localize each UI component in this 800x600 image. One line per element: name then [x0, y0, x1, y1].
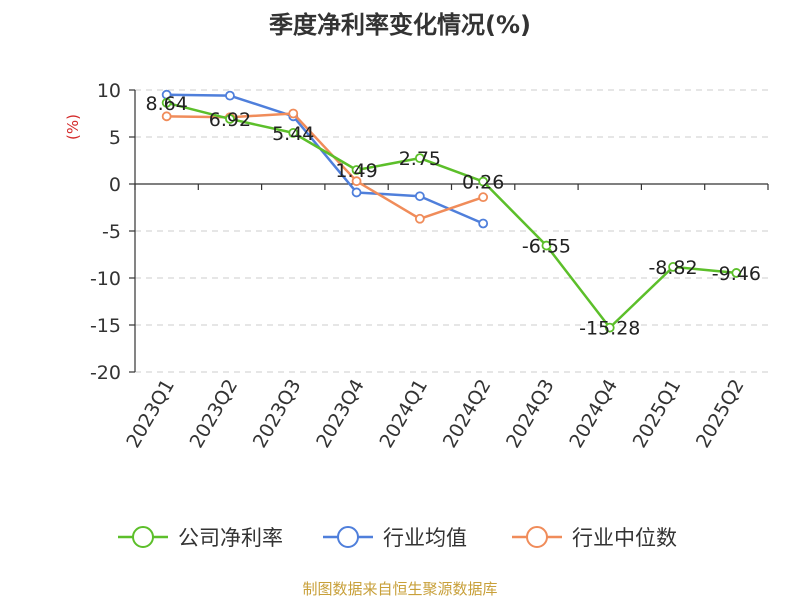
- data-label: 5.44: [272, 123, 314, 145]
- y-tick-label: 5: [109, 127, 121, 149]
- data-point: [731, 268, 742, 278]
- legend-marker: [132, 526, 154, 548]
- data-labels: 8.64 6.92 5.44 1.49 2.75 0.26 -6.55 -15.28 -8.82…: [145, 93, 760, 340]
- x-tick-label: 2025Q1: [629, 376, 686, 452]
- x-tick-label: 2024Q4: [565, 376, 622, 452]
- data-point: [225, 114, 235, 124]
- data-point: [288, 108, 299, 119]
- legend-marker: [526, 526, 548, 548]
- data-point: [225, 90, 235, 101]
- y-tick-label: 10: [97, 80, 121, 102]
- y-tick-label: -15: [90, 315, 121, 337]
- legend: 公司净利率 行业均值 行业中位数: [118, 526, 677, 550]
- data-point: [668, 262, 678, 272]
- y-axis-label: (%): [64, 114, 82, 140]
- data-label: -6.55: [522, 236, 571, 258]
- y-tick-label: -10: [90, 268, 121, 290]
- series-layer: [161, 89, 742, 333]
- y-tick-label: 0: [109, 174, 121, 196]
- x-tick-label: 2023Q2: [186, 376, 243, 452]
- legend-label: 行业中位数: [572, 526, 677, 550]
- data-label: 1.49: [335, 160, 377, 182]
- series-line: [166, 101, 737, 329]
- data-label: -9.46: [712, 263, 761, 285]
- data-point: [351, 176, 362, 187]
- data-point: [351, 187, 362, 198]
- data-label: -15.28: [579, 318, 640, 340]
- data-point: [351, 165, 362, 175]
- x-tick-label: 2024Q3: [502, 376, 559, 452]
- data-point: [541, 240, 552, 251]
- data-point: [161, 111, 172, 122]
- series-line: [166, 93, 484, 225]
- data-label: 6.92: [209, 109, 251, 131]
- data-point: [604, 322, 615, 333]
- x-tick-label: 2025Q2: [692, 376, 749, 452]
- data-point: [414, 153, 425, 164]
- x-tick-label: 2024Q1: [375, 376, 432, 452]
- data-point: [478, 176, 489, 187]
- x-tick-label: 2023Q3: [249, 376, 306, 452]
- chart-title: 季度净利率变化情况(%): [269, 11, 531, 39]
- x-tick-label: 2024Q2: [439, 376, 496, 452]
- data-point: [414, 213, 425, 224]
- y-tick-label: -20: [90, 362, 121, 384]
- data-point: [414, 191, 425, 202]
- data-label: 2.75: [399, 148, 441, 170]
- x-tick-label: 2023Q1: [122, 376, 179, 452]
- data-point: [478, 192, 489, 203]
- legend-label: 行业均值: [383, 526, 467, 550]
- legend-label: 公司净利率: [178, 526, 283, 550]
- grid: [135, 89, 768, 373]
- legend-marker: [337, 526, 359, 548]
- data-point: [161, 97, 172, 108]
- data-label: -8.82: [648, 257, 697, 279]
- data-point: [478, 218, 489, 229]
- data-label: 8.64: [145, 93, 187, 115]
- x-tick-label: 2023Q4: [312, 376, 369, 452]
- y-tick-label: -5: [102, 221, 121, 243]
- source-note: 制图数据来自恒生聚源数据库: [302, 580, 497, 598]
- data-label: 0.26: [462, 172, 504, 194]
- data-point: [288, 127, 299, 138]
